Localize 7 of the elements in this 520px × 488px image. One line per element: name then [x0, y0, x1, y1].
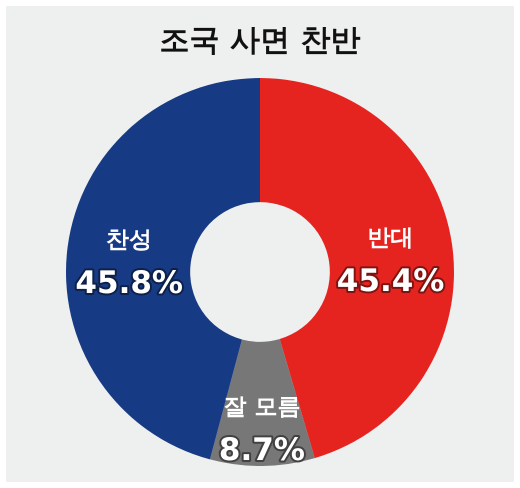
data-label: 45.8%: [75, 264, 183, 301]
slice-label: 잘 모름: [223, 394, 300, 420]
data-label: 45.4%: [336, 263, 444, 300]
data-label: 8.7%: [218, 432, 305, 468]
chart-title: 조국 사면 찬반: [160, 22, 360, 58]
slice-label: 찬성: [106, 226, 152, 253]
slice-label: 반대: [368, 225, 414, 252]
